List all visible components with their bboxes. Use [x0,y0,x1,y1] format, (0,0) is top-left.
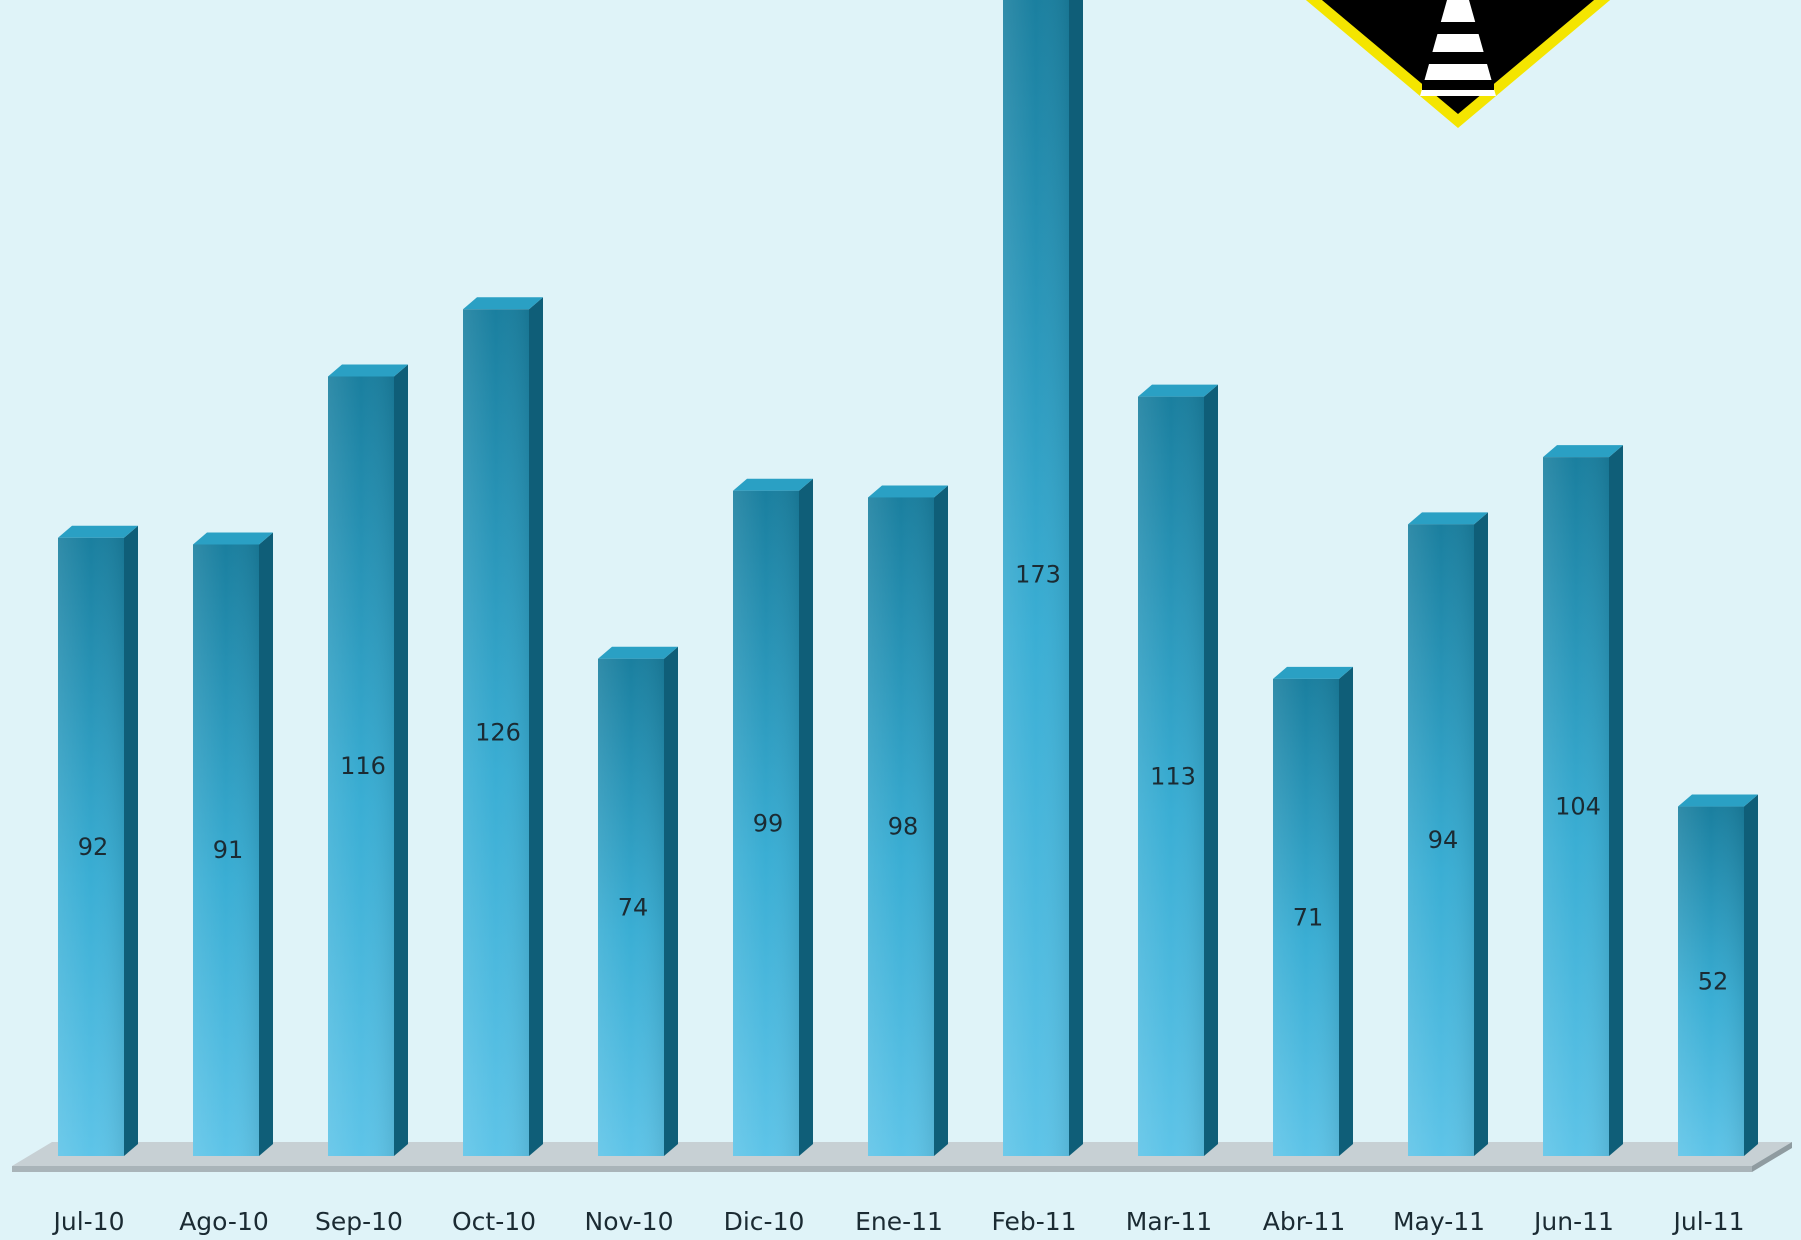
bar [1003,0,1083,1157]
bar-value-label: 74 [618,893,649,921]
bar-value-label: 52 [1698,967,1729,995]
bar [868,485,948,1156]
x-tick-label: Sep-10 [315,1207,403,1236]
bar-value-label: 104 [1555,793,1601,821]
bar [58,525,138,1156]
x-tick-label: Ago-10 [179,1207,269,1236]
category-labels-layer: Jul-10 Ago-10 Sep-10 Oct-10 Nov-10 Dic-10 Ene-… [52,1207,1745,1236]
bar [193,532,273,1156]
x-tick-label: Jul-11 [1672,1207,1745,1236]
bar [733,478,813,1157]
bar-value-label: 126 [475,719,521,747]
bar-value-label: 173 [1015,561,1061,589]
bar-value-label: 92 [78,833,109,861]
bar-value-label: 71 [1293,903,1324,931]
bar [463,297,543,1156]
x-tick-label: Jul-10 [52,1207,125,1236]
bar-value-label: 94 [1428,826,1459,854]
x-tick-label: Jun-11 [1532,1207,1614,1236]
x-tick-label: Ene-11 [855,1207,943,1236]
bar-value-label: 91 [213,836,244,864]
road-warning-sign-logo [1305,0,1611,128]
x-tick-label: Nov-10 [585,1207,674,1236]
x-tick-label: Abr-11 [1263,1207,1345,1236]
bar [1138,384,1218,1156]
x-tick-label: Dic-10 [724,1207,805,1236]
bar [1543,445,1623,1156]
bar [1408,512,1488,1156]
bar-value-label: 99 [753,809,784,837]
x-tick-label: Oct-10 [452,1207,536,1236]
bar [328,364,408,1157]
bar [1273,666,1353,1156]
x-tick-label: Mar-11 [1126,1207,1212,1236]
bar-value-label: 98 [888,813,919,841]
bar-value-label: 113 [1150,762,1196,790]
bar [1678,794,1758,1156]
value-labels-layer: 92 91 116 126 74 99 98 173 113 71 94 104 52 [78,561,1729,996]
x-tick-label: May-11 [1393,1207,1485,1236]
bar-value-label: 116 [340,752,386,780]
bars-layer [58,0,1758,1157]
x-tick-label: Feb-11 [991,1207,1076,1236]
bar [598,646,678,1156]
